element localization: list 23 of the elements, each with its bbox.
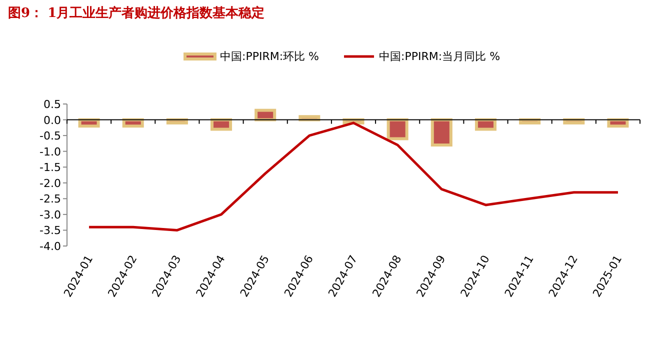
- bar: [474, 118, 496, 131]
- bar: [386, 118, 408, 140]
- bar: [122, 118, 144, 128]
- bar: [210, 118, 232, 131]
- bar: [298, 115, 320, 122]
- y-tick-label: -0.5: [40, 130, 61, 143]
- y-tick-label: -3.5: [40, 224, 61, 238]
- legend-label: 中国:PPIRM:当月同比 %: [379, 50, 500, 63]
- y-tick-label: -2.0: [40, 176, 61, 190]
- bar: [607, 118, 629, 128]
- bar: [78, 118, 100, 128]
- chart-title: 图9： 1月工业生产者购进价格指数基本稳定: [8, 5, 265, 21]
- y-tick-label: 0.5: [44, 98, 61, 111]
- y-tick-label: -3.0: [40, 208, 61, 222]
- bar: [430, 118, 452, 147]
- y-tick-label: -1.5: [40, 161, 61, 174]
- y-tick-label: -1.0: [40, 145, 61, 158]
- y-tick-label: -4.0: [40, 240, 61, 253]
- y-tick-label: 0.0: [44, 114, 61, 127]
- y-tick-label: -2.5: [40, 192, 61, 206]
- bar: [254, 108, 276, 122]
- line-series: [88, 122, 620, 232]
- legend-label: 中国:PPIRM:环比 %: [220, 50, 320, 63]
